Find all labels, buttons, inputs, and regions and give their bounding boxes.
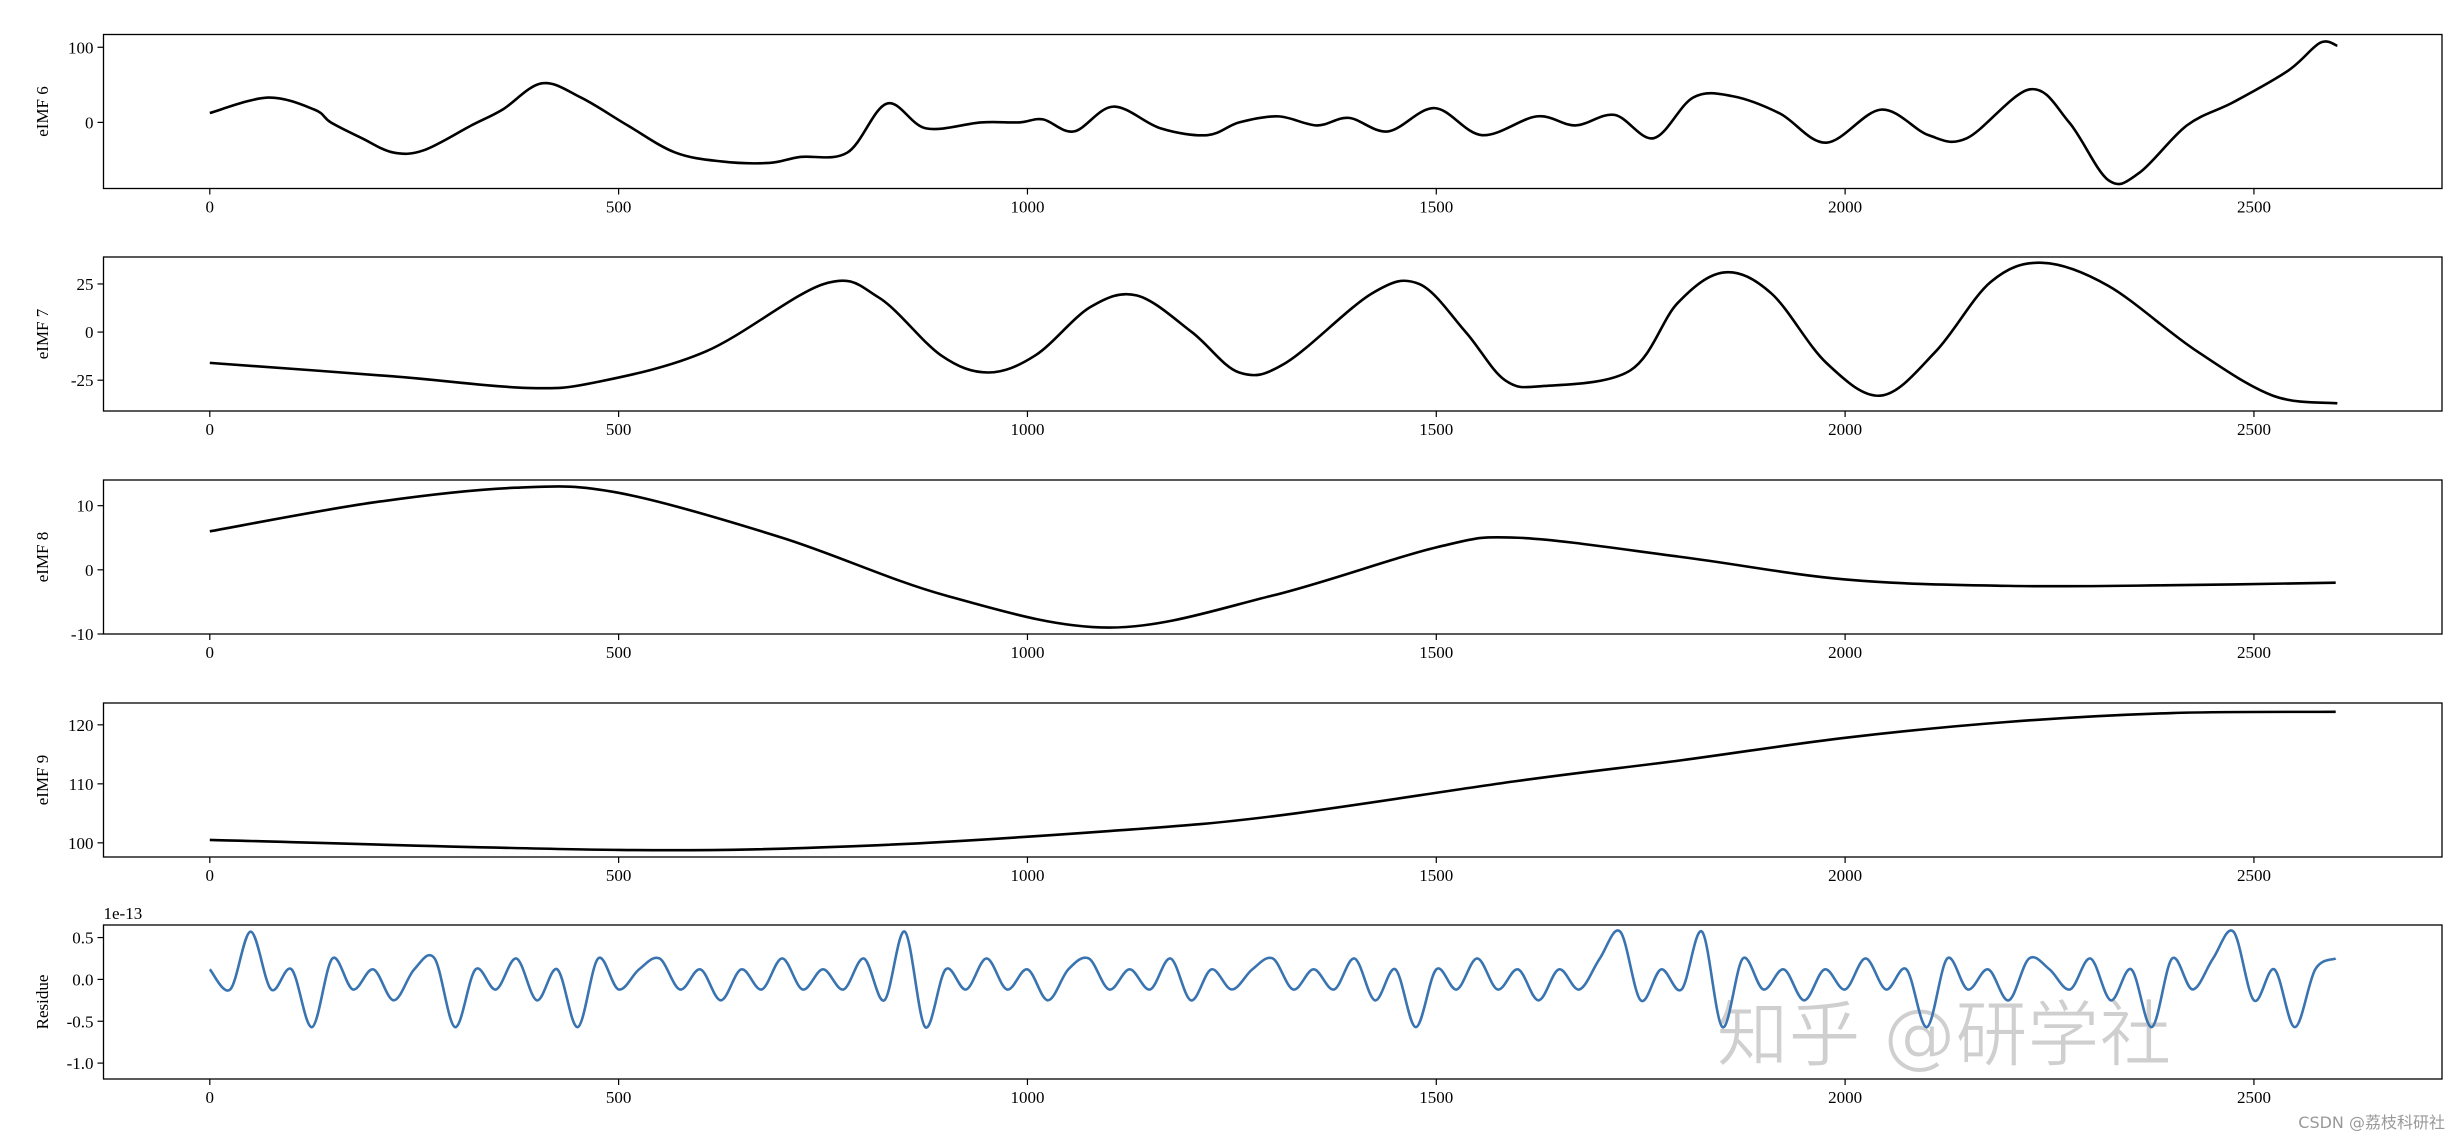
y-tick-label: 0.0 [72,970,93,989]
y-tick-label: -0.5 [67,1012,94,1031]
y-tick-label: 100 [68,834,94,853]
x-tick-label: 500 [606,643,632,662]
watermark: 知乎 @研学社 [1717,993,2172,1077]
x-tick-label: 1500 [1419,643,1453,662]
x-tick-label: 1000 [1010,198,1044,217]
subplot: 0 500 1000 1500 2000 2500 100 110 120 eIMF 9 [33,702,2443,885]
y-tick-label: 100 [68,38,94,57]
x-tick-label: 500 [606,198,632,217]
x-tick-label: 0 [206,420,215,439]
y-axis-label: Residue [33,975,52,1030]
y-tick-label: 120 [68,716,94,735]
y-axis-label: eIMF 6 [33,86,52,137]
data-line [208,929,2337,1029]
y-tick-label: -25 [71,371,94,390]
y-tick-label: 25 [77,275,94,294]
subplot: 0 500 1000 1500 2000 2500 0 100 eIMF 6 [33,33,2443,217]
x-tick-label: 2500 [2237,420,2271,439]
x-tick-label: 2000 [1828,198,1862,217]
y-axis-label: eIMF 9 [33,755,52,806]
x-tick-label: 2500 [2237,866,2271,885]
x-tick-label: 2000 [1828,643,1862,662]
x-tick-label: 2000 [1828,420,1862,439]
axes-frame [102,479,2443,635]
x-tick-label: 1500 [1419,198,1453,217]
x-tick-label: 1000 [1010,1088,1044,1107]
y-tick-label: 0 [85,113,94,132]
data-line [209,710,2336,852]
x-tick-label: 2500 [2237,198,2271,217]
subplot: 0 500 1000 1500 2000 2500 -10 0 10 eIMF 8 [33,479,2443,662]
x-tick-label: 2500 [2237,1088,2271,1107]
x-tick-label: 2000 [1828,1088,1862,1107]
x-tick-label: 1500 [1419,1088,1453,1107]
y-tick-label: -1.0 [67,1054,94,1073]
x-tick-label: 0 [206,643,215,662]
y-tick-label: 0 [85,561,94,580]
x-tick-label: 0 [206,866,215,885]
y-tick-label: 0.5 [72,929,93,948]
x-tick-label: 500 [606,1088,632,1107]
axes-frame [102,702,2443,858]
x-tick-label: 1000 [1010,866,1044,885]
subplot: 0 500 1000 1500 2000 2500 -1.0 -0.5 0.0 0.5 Residu… [33,904,2443,1107]
x-tick-label: 1500 [1419,866,1453,885]
x-tick-label: 500 [606,420,632,439]
subplot: 0 500 1000 1500 2000 2500 -25 0 25 eIMF 7 [33,256,2443,439]
x-tick-label: 1500 [1419,420,1453,439]
y-tick-label: 0 [85,323,94,342]
y-tick-label: -10 [71,625,94,644]
axes-frame [102,924,2443,1080]
axes-frame [102,33,2443,190]
x-tick-label: 1000 [1010,420,1044,439]
x-tick-label: 0 [206,1088,215,1107]
x-tick-label: 2000 [1828,866,1862,885]
watermark: CSDN @荔枝科研社 [2298,1113,2445,1132]
y-tick-label: 10 [77,497,94,516]
y-tick-label: 110 [69,775,94,794]
offset-label: 1e-13 [104,904,143,923]
data-line [209,261,2338,405]
x-tick-label: 0 [206,198,215,217]
x-tick-label: 1000 [1010,643,1044,662]
data-line [209,485,2336,629]
axes-frame [102,256,2443,412]
y-axis-label: eIMF 7 [33,308,52,359]
y-axis-label: eIMF 8 [33,532,52,583]
data-line [209,40,2338,186]
x-tick-label: 2500 [2237,643,2271,662]
x-tick-label: 500 [606,866,632,885]
